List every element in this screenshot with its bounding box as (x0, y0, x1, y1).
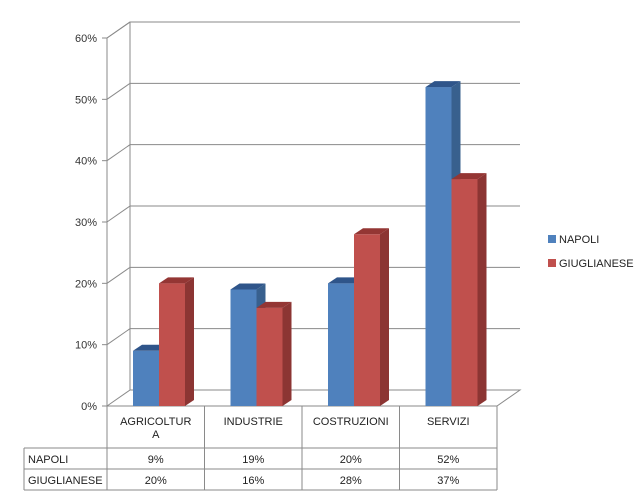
bar-giuglianese-3 (354, 228, 389, 406)
bar-front (328, 283, 354, 406)
bar-giuglianese-1 (159, 277, 194, 406)
legend-label: GIUGLIANESE (559, 258, 634, 270)
bar-front (354, 234, 380, 406)
bar-top (451, 173, 487, 180)
table-value: 19% (242, 454, 264, 466)
table-value: 52% (437, 454, 459, 466)
bar-top (425, 81, 461, 88)
y-tick-label: 10% (75, 340, 97, 352)
legend-label: NAPOLI (559, 234, 599, 246)
gridlines (106, 21, 520, 346)
bar-side (380, 228, 389, 406)
legend: NAPOLI GIUGLIANESE (548, 234, 634, 270)
gridline (106, 205, 520, 223)
y-tick-label: 0% (81, 401, 97, 413)
table-value: 16% (242, 475, 264, 487)
y-tick-label: 60% (75, 33, 97, 45)
gridline (106, 328, 520, 346)
bar-top (159, 277, 194, 284)
bar-side (477, 173, 487, 406)
gridline (106, 82, 520, 100)
bar-giuglianese-4 (451, 173, 487, 406)
y-tick-label: 50% (75, 94, 97, 106)
back-wall-top (106, 21, 520, 39)
gridline (106, 266, 520, 284)
y-axis-ticks: 0% 10% 20% 30% 40% 50% 60% (75, 33, 107, 413)
bar-front (256, 307, 283, 406)
bar-front (230, 289, 257, 406)
y-tick-label: 20% (75, 278, 97, 290)
y-tick-label: 30% (75, 217, 97, 229)
table-value: 9% (148, 454, 164, 466)
bar-top (230, 283, 266, 290)
bar-side (282, 301, 292, 406)
gridline (106, 144, 520, 162)
bar-top (354, 228, 389, 235)
table-series-name: GIUGLIANESE (28, 475, 103, 487)
bar-front (159, 283, 185, 406)
table-value: 20% (340, 454, 362, 466)
table-series-name: NAPOLI (28, 454, 68, 466)
y-tick-label: 40% (75, 156, 97, 168)
bar-front (133, 350, 159, 406)
bar-front (425, 87, 452, 407)
category-label: SERVIZI (427, 416, 470, 428)
table-value: 37% (437, 475, 459, 487)
category-label: INDUSTRIE (224, 416, 283, 428)
category-label: AGRICOLTUR (120, 416, 191, 428)
gridline (106, 21, 520, 39)
category-label: A (152, 429, 160, 441)
bar-side (185, 277, 194, 406)
legend-swatch (548, 259, 556, 267)
bars (133, 81, 487, 407)
bar-top (256, 301, 292, 308)
bar-front (451, 179, 478, 406)
table-value: 28% (340, 475, 362, 487)
bar-giuglianese-2 (256, 301, 292, 406)
category-label: COSTRUZIONI (313, 416, 389, 428)
table-value: 20% (145, 475, 167, 487)
legend-swatch (548, 235, 556, 243)
